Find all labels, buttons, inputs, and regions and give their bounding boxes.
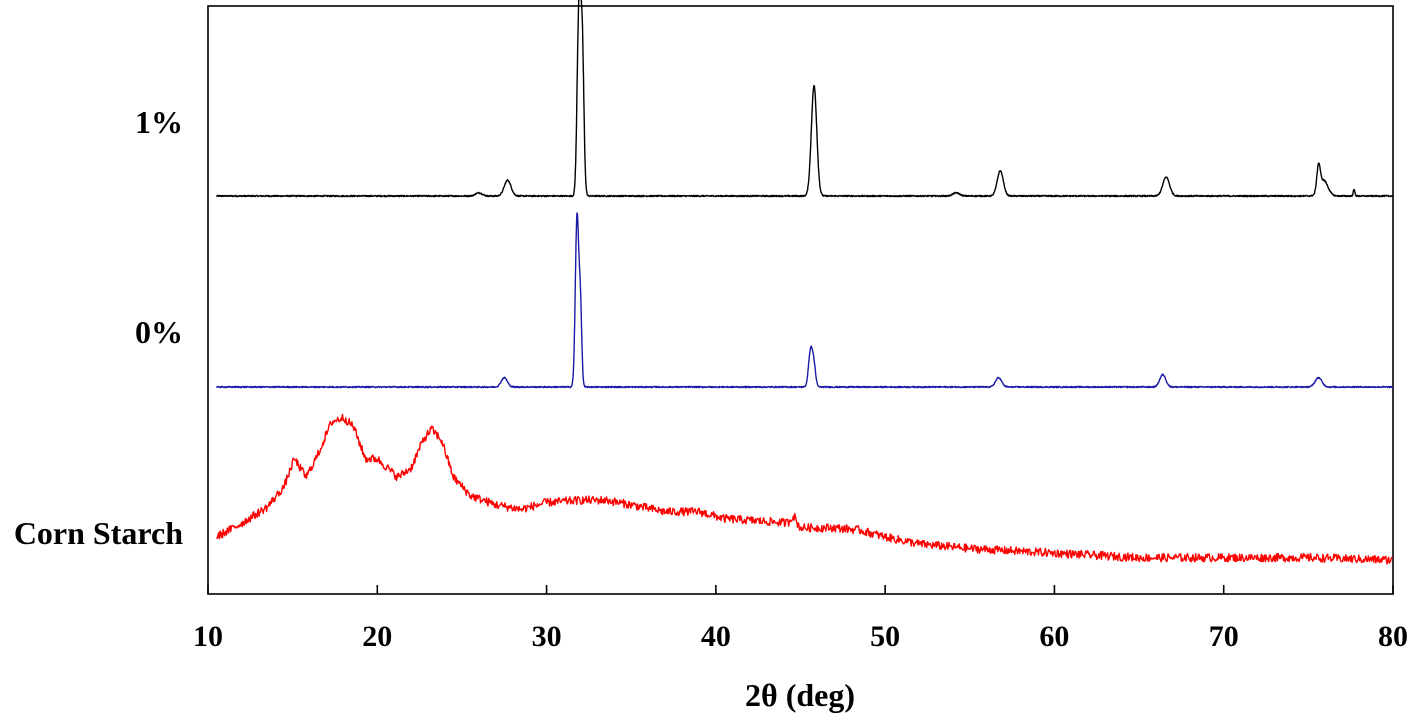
series-label-1-percent: 1%: [135, 104, 183, 140]
x-tick-label-50: 50: [870, 620, 900, 653]
series-label-0-percent: 0%: [135, 314, 183, 350]
x-axis-title: 2θ (deg): [745, 677, 855, 713]
x-tick-label-10: 10: [193, 620, 223, 653]
series-line-0: [215, 212, 1394, 389]
plot-frame: [207, 5, 1394, 595]
x-tick-label-20: 20: [362, 620, 392, 653]
x-tick-label-60: 60: [1039, 620, 1069, 653]
x-axis-ticks: [207, 585, 1394, 594]
x-tick-label-70: 70: [1209, 620, 1239, 653]
series-line-corn-starch: [215, 413, 1394, 565]
x-axis-tick-labels: 10 20 30 40 50 60 70 80: [193, 620, 1408, 653]
series-line-1: [215, 0, 1394, 198]
series-label-corn-starch: Corn Starch: [14, 515, 183, 551]
x-tick-label-80: 80: [1378, 620, 1408, 653]
x-tick-label-40: 40: [701, 620, 731, 653]
x-tick-label-30: 30: [532, 620, 562, 653]
series-lines: [215, 0, 1394, 565]
